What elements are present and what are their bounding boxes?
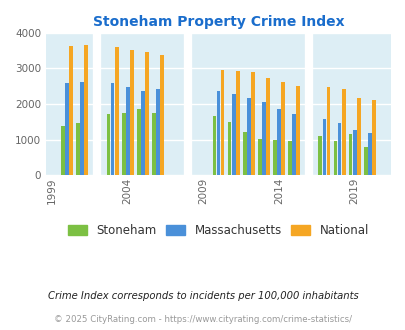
Text: Crime Index corresponds to incidents per 100,000 inhabitants: Crime Index corresponds to incidents per… [47,291,358,301]
Bar [292,115,295,175]
Bar [281,82,284,175]
Text: © 2025 CityRating.com - https://www.cityrating.com/crime-statistics/: © 2025 CityRating.com - https://www.city… [54,315,351,324]
Bar [231,94,235,175]
Bar [84,45,88,175]
Bar [151,113,156,175]
Legend: Stoneham, Massachusetts, National: Stoneham, Massachusetts, National [63,219,373,242]
Bar [246,98,250,175]
Bar [322,119,326,175]
Bar [341,89,345,175]
Bar [111,83,114,175]
Bar [352,130,356,175]
Bar [363,147,367,175]
Bar [61,126,65,175]
Bar [65,83,69,175]
Bar [212,116,216,175]
Bar [250,72,254,175]
Bar [76,123,80,175]
Bar [367,133,371,175]
Bar [337,123,341,175]
Bar [326,87,330,175]
Bar [371,101,375,175]
Bar [80,82,84,175]
Bar [277,109,280,175]
Bar [160,55,164,175]
Bar [130,50,133,175]
Bar [348,134,352,175]
Bar [220,70,224,175]
Title: Stoneham Property Crime Index: Stoneham Property Crime Index [92,15,343,29]
Bar [261,102,265,175]
Bar [156,89,160,175]
Bar [141,90,144,175]
Bar [136,109,140,175]
Bar [257,139,261,175]
Bar [242,132,246,175]
Bar [107,114,110,175]
Bar [216,91,220,175]
Bar [122,113,125,175]
Bar [69,47,73,175]
Bar [318,136,322,175]
Bar [333,141,337,175]
Bar [126,87,129,175]
Bar [288,141,291,175]
Bar [356,98,360,175]
Bar [227,122,231,175]
Bar [296,86,299,175]
Bar [273,140,276,175]
Bar [145,52,149,175]
Bar [115,47,118,175]
Bar [265,79,269,175]
Bar [235,71,239,175]
